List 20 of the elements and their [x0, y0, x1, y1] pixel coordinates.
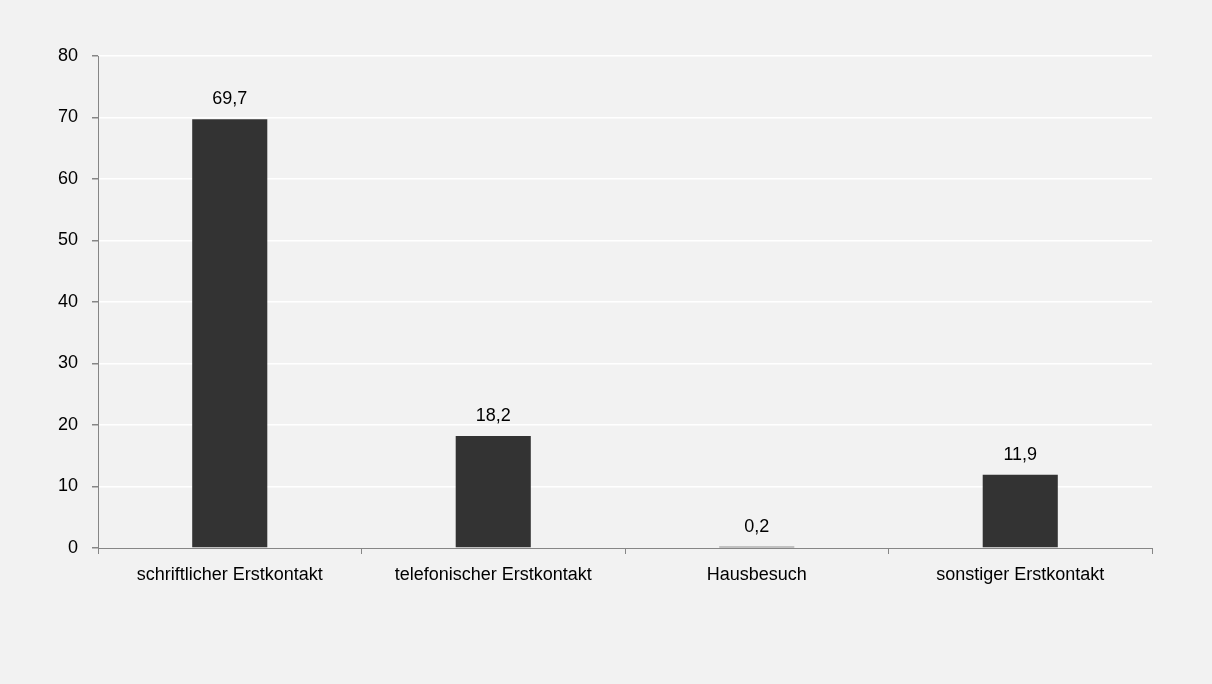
- y-tick-label: 20: [57, 413, 78, 434]
- y-tick-label: 70: [57, 106, 78, 127]
- data-label: 69,7: [212, 88, 248, 109]
- bar: [192, 119, 268, 548]
- y-tick-label: 0: [67, 536, 78, 557]
- y-tick-label: 60: [57, 167, 78, 188]
- x-tick-label: telefonischer Erstkontakt: [394, 563, 592, 584]
- bar: [455, 436, 531, 548]
- y-tick-label: 30: [57, 352, 78, 373]
- data-label: 11,9: [1003, 443, 1038, 464]
- data-label: 0,2: [744, 515, 770, 536]
- y-tick-label: 50: [57, 229, 78, 250]
- y-tick-label: 80: [57, 44, 78, 65]
- x-tick-label: schriftlicher Erstkontakt: [136, 563, 323, 584]
- bar: [982, 474, 1058, 548]
- y-tick-label: 10: [57, 475, 78, 496]
- y-tick-label: 40: [57, 290, 78, 311]
- data-label: 18,2: [475, 405, 511, 426]
- x-tick-label: sonstiger Erstkontakt: [936, 563, 1105, 584]
- x-tick-label: Hausbesuch: [706, 563, 807, 584]
